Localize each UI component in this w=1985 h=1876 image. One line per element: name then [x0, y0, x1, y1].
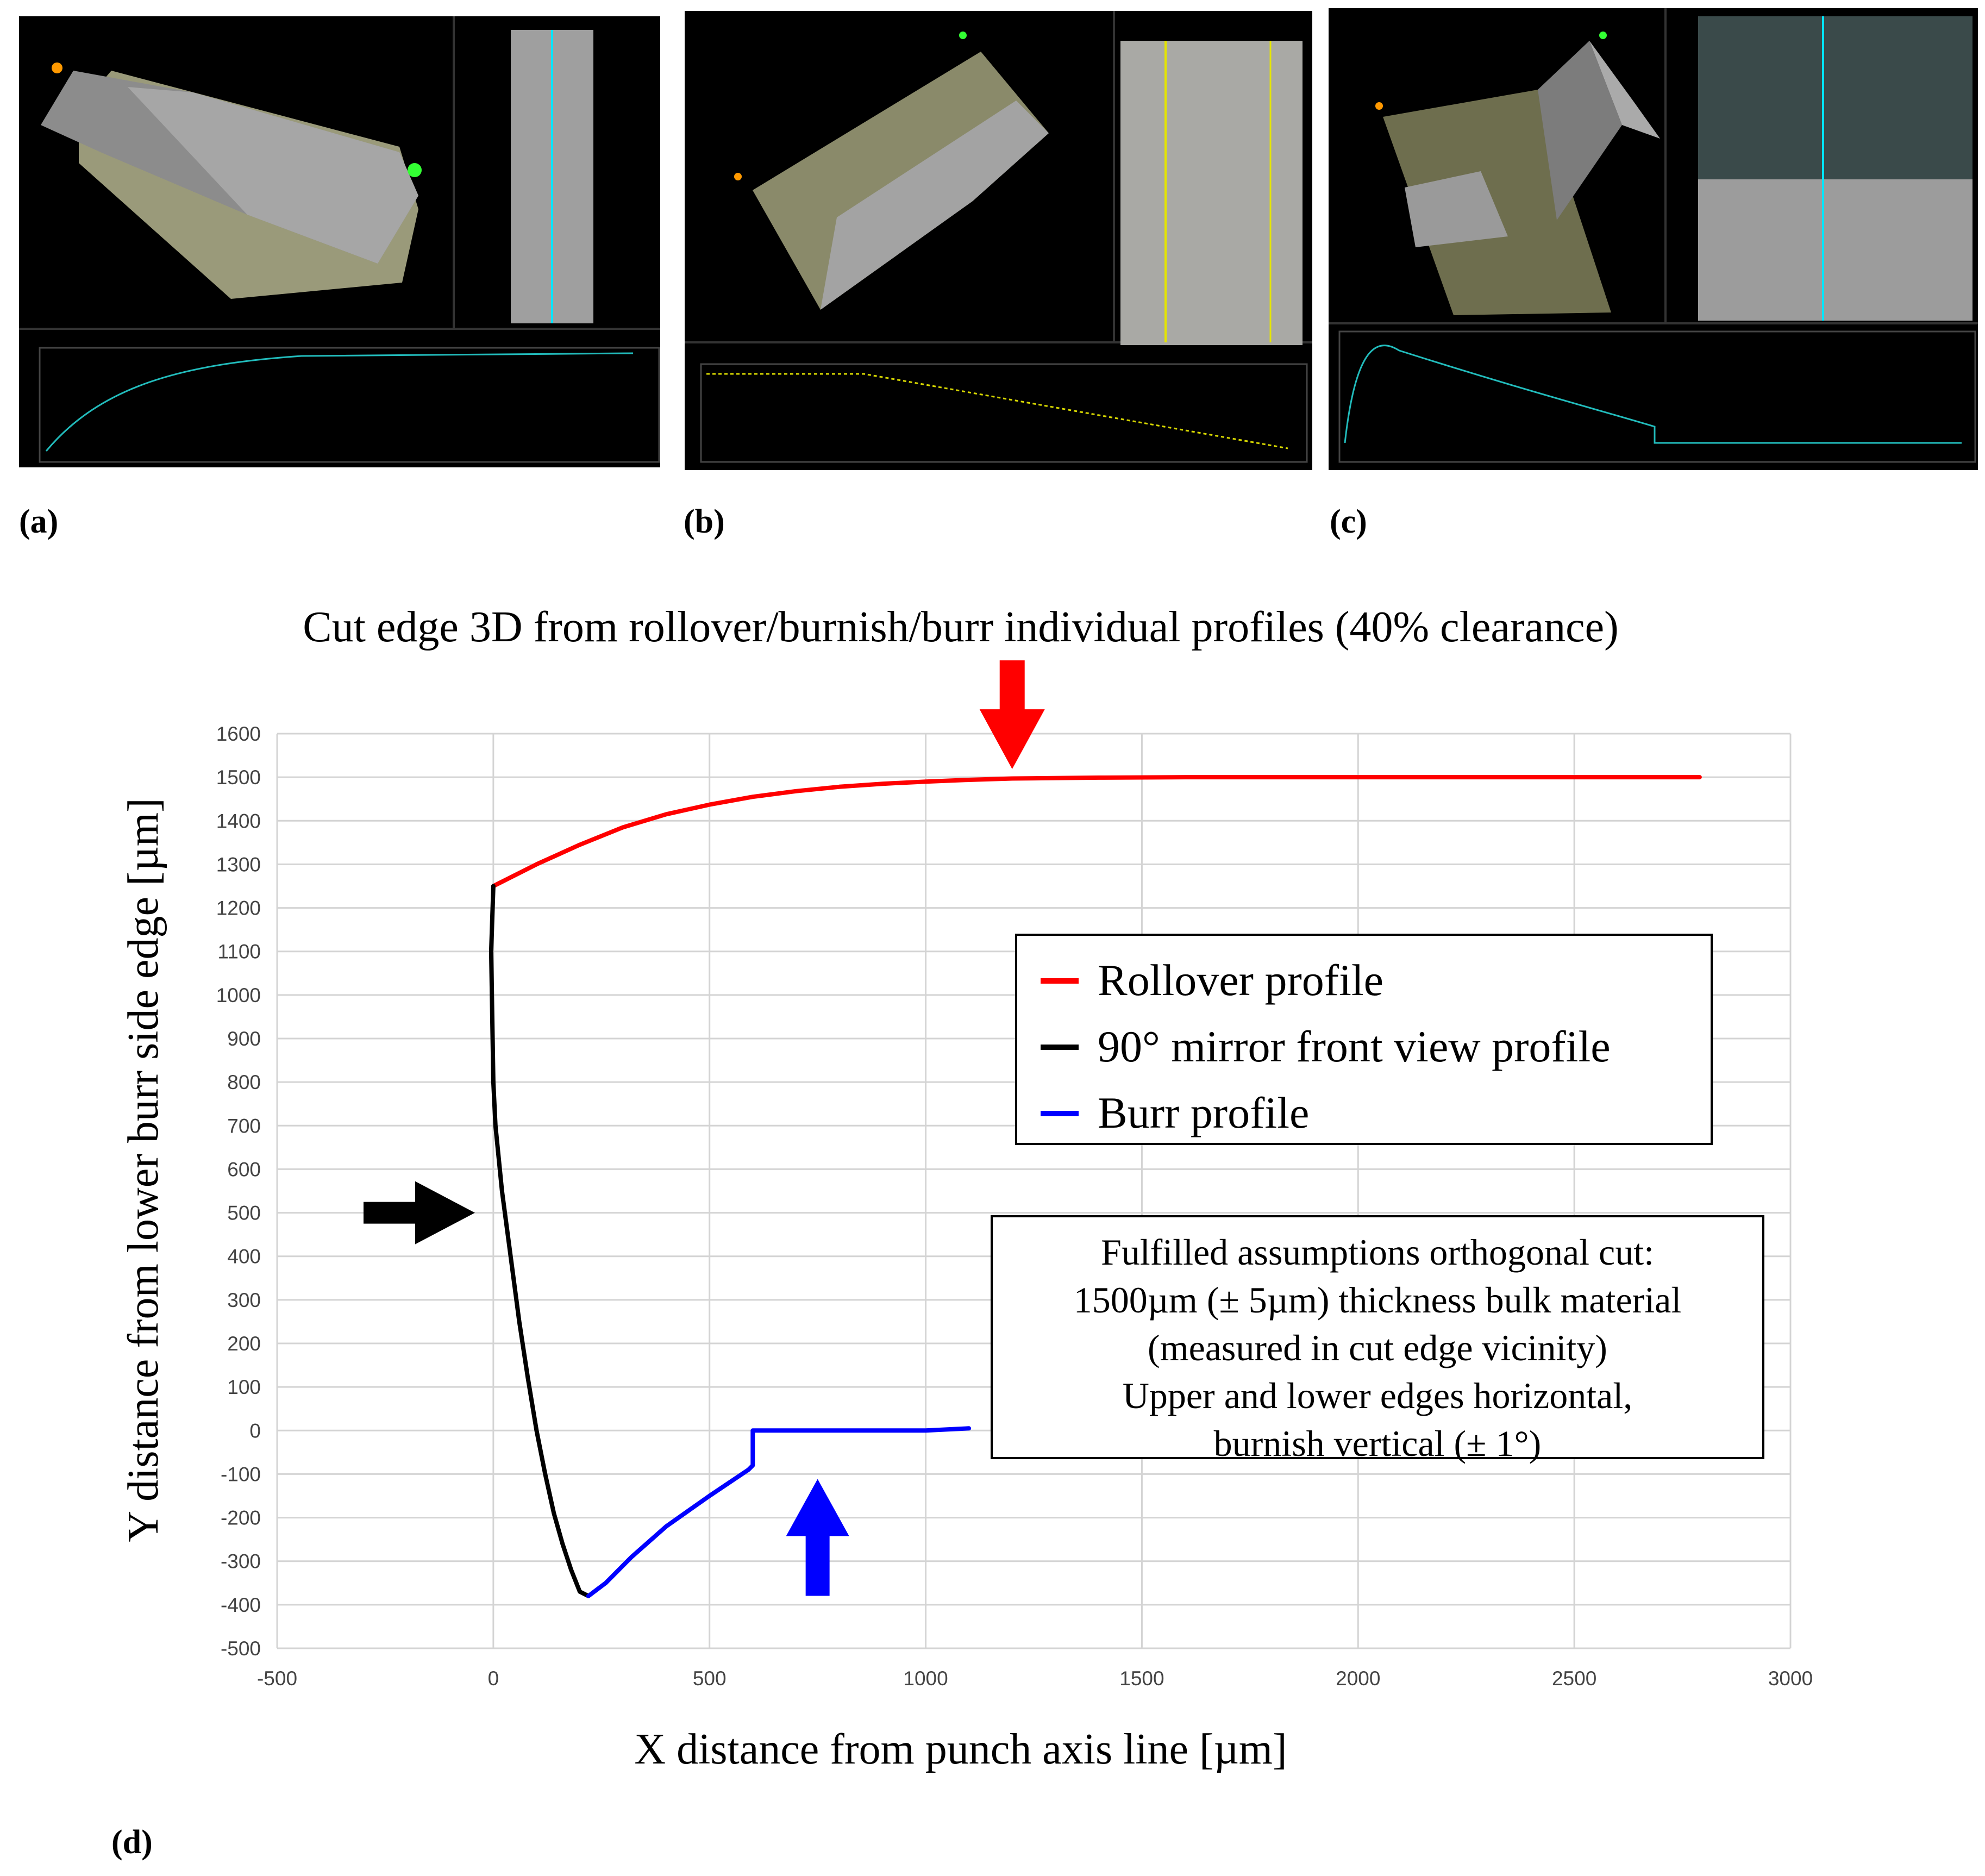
x-tick-label: 0: [488, 1667, 499, 1690]
y-tick-label: 200: [227, 1333, 261, 1355]
note-line: 1500µm (± 5µm) thickness bulk material: [1074, 1279, 1681, 1321]
panel-b-render: [685, 11, 1312, 463]
legend-label: Rollover profile: [1098, 955, 1383, 1005]
main-chart: Cut edge 3D from rollover/burnish/burr i…: [120, 603, 1813, 1773]
chart-ticks: -500 0 500 1000 1500 2000 2500 3000-500-400-300…: [216, 723, 1813, 1690]
annotation-arrow-down: [979, 660, 1045, 770]
x-tick-label: 3000: [1768, 1667, 1813, 1690]
y-axis-label: Y distance from lower burr side edge [µm…: [120, 798, 167, 1542]
annotation-arrow-right: [363, 1181, 475, 1245]
y-tick-label: 1000: [216, 984, 261, 1006]
panel-a-label: (a): [19, 503, 59, 540]
note-line: Fulfilled assumptions orthogonal cut:: [1101, 1231, 1654, 1273]
panel-a-render: [19, 16, 660, 463]
note-line: Upper and lower edges horizontal,: [1123, 1375, 1632, 1416]
legend-label: Burr profile: [1098, 1088, 1309, 1137]
y-tick-label: 300: [227, 1289, 261, 1311]
y-tick-label: 100: [227, 1376, 261, 1398]
y-tick-label: -200: [221, 1507, 261, 1529]
series-line-0: [491, 775, 1702, 889]
y-tick-label: 400: [227, 1246, 261, 1268]
chart-title: Cut edge 3D from rollover/burnish/burr i…: [303, 603, 1618, 651]
y-tick-label: 1600: [216, 723, 261, 745]
x-axis-label: X distance from punch axis line [µm]: [634, 1725, 1287, 1773]
chart-d-label: (d): [111, 1824, 153, 1861]
y-tick-label: 500: [227, 1202, 261, 1224]
y-tick-label: 700: [227, 1115, 261, 1137]
note-line: burnish vertical (± 1°): [1214, 1423, 1542, 1464]
y-tick-label: -400: [221, 1594, 261, 1616]
chart-series: [489, 775, 1702, 1598]
y-tick-label: -100: [221, 1463, 261, 1485]
y-tick-label: 900: [227, 1028, 261, 1050]
chart-legend: Rollover profile 90° mirror front view pr…: [1015, 934, 1713, 1145]
y-tick-label: -300: [221, 1550, 261, 1573]
y-tick-label: 1200: [216, 897, 261, 920]
y-tick-label: 1100: [217, 941, 261, 963]
y-tick-label: -500: [221, 1637, 261, 1660]
panel-c-label: (c): [1330, 503, 1367, 540]
x-tick-label: 2000: [1336, 1667, 1380, 1690]
series-line-2: [586, 1426, 972, 1598]
panel-a-image: [19, 16, 660, 467]
panel-b-label: (b): [684, 503, 725, 540]
x-tick-label: 500: [693, 1667, 727, 1690]
legend-label: 90° mirror front view profile: [1098, 1022, 1611, 1071]
series-line-1: [489, 884, 591, 1598]
y-tick-label: 800: [227, 1071, 261, 1093]
panel-c-image: [1329, 8, 1978, 470]
assumptions-note: Fulfilled assumptions orthogonal cut: 150…: [991, 1215, 1764, 1464]
y-tick-label: 0: [249, 1419, 261, 1442]
panel-b-image: [685, 11, 1312, 470]
y-tick-label: 1500: [216, 766, 261, 789]
annotation-arrow-up: [786, 1479, 849, 1596]
y-tick-label: 1400: [216, 810, 261, 832]
y-tick-label: 600: [227, 1158, 261, 1180]
x-tick-label: 1500: [1119, 1667, 1164, 1690]
x-tick-label: -500: [257, 1667, 297, 1690]
x-tick-label: 1000: [903, 1667, 948, 1690]
panel-c-render: [1329, 8, 1978, 463]
chart-arrows: [363, 660, 1045, 1596]
note-line: (measured in cut edge vicinity): [1148, 1327, 1607, 1368]
x-tick-label: 2500: [1552, 1667, 1596, 1690]
y-tick-label: 1300: [216, 853, 261, 876]
